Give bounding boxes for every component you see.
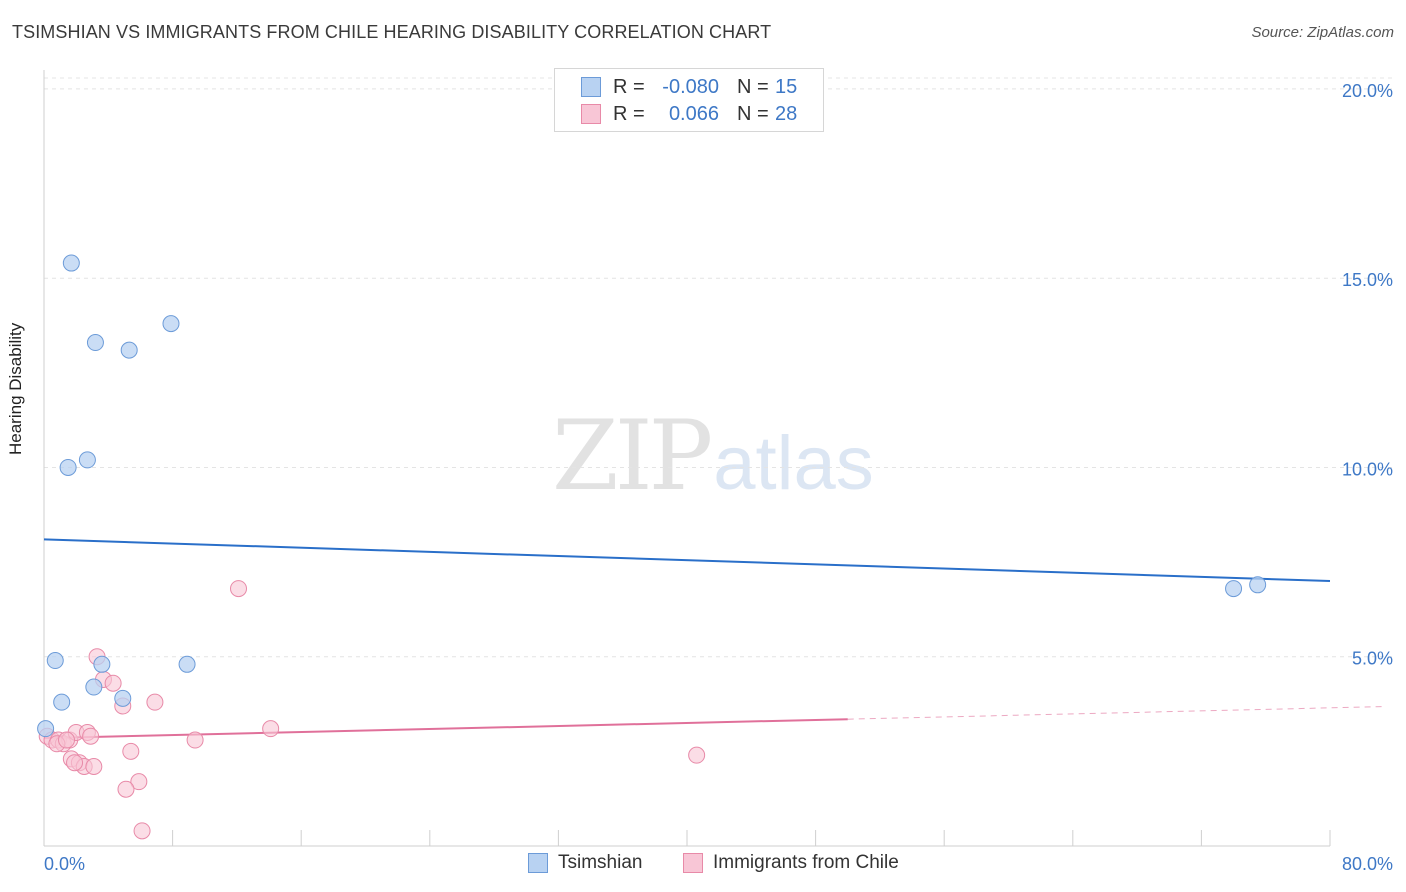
n-label: N =: [737, 102, 769, 125]
data-point-chile: [230, 580, 248, 598]
y-axis-label: Hearing Disability: [6, 322, 25, 455]
legend-item-chile: Immigrants from Chile: [683, 852, 899, 874]
data-point-chile: [130, 773, 148, 791]
y-tick-label: 15.0%: [1342, 270, 1393, 290]
data-point-tsimshian: [178, 655, 196, 673]
trend-line-chile: [43, 718, 848, 740]
stats-row-chile: R = 0.066 N = 28: [581, 102, 797, 126]
data-point-chile: [186, 731, 204, 749]
chile-legend-swatch: [683, 853, 703, 873]
y-tick-label: 10.0%: [1342, 459, 1393, 479]
data-point-tsimshian: [114, 689, 132, 707]
data-point-tsimshian: [46, 652, 64, 670]
data-point-tsimshian: [53, 693, 71, 711]
trend-line-tsimshian: [43, 538, 1331, 583]
chart-title: TSIMSHIAN VS IMMIGRANTS FROM CHILE HEARI…: [12, 22, 772, 42]
y-tick-label: 5.0%: [1352, 649, 1393, 669]
chile-swatch: [581, 104, 601, 124]
data-point-chile: [104, 674, 122, 692]
data-point-tsimshian: [59, 458, 77, 476]
n-value: 15: [775, 75, 798, 98]
data-point-tsimshian: [37, 720, 55, 738]
data-point-chile: [122, 742, 140, 760]
y-tick-label: 20.0%: [1342, 81, 1393, 101]
data-point-tsimshian: [120, 341, 138, 359]
data-point-chile: [146, 693, 164, 711]
legend-item-tsimshian: Tsimshian: [528, 852, 642, 874]
data-point-chile: [82, 727, 100, 745]
legend-label-chile: Immigrants from Chile: [713, 852, 899, 873]
x-tick-label-min: 0.0%: [44, 854, 85, 874]
data-point-chile: [58, 731, 76, 749]
legend-label-tsimshian: Tsimshian: [558, 852, 643, 873]
r-value: 0.066: [668, 102, 719, 125]
r-label: R =: [613, 102, 645, 125]
watermark-atlas: atlas: [713, 421, 874, 506]
source-label: Source: ZipAtlas.com: [1251, 24, 1394, 41]
tsimshian-swatch: [581, 77, 601, 97]
data-point-tsimshian: [78, 451, 96, 469]
r-label: R =: [613, 75, 645, 98]
x-tick-label-max: 80.0%: [1342, 854, 1393, 874]
watermark: ZIPatlas: [552, 400, 874, 512]
data-point-chile: [133, 822, 151, 840]
data-point-tsimshian: [93, 655, 111, 673]
stats-row-tsimshian: R = -0.080 N = 15: [581, 75, 797, 99]
data-point-tsimshian: [1225, 580, 1243, 598]
data-point-chile: [85, 758, 103, 776]
n-value: 28: [775, 102, 798, 125]
data-point-chile: [66, 754, 84, 772]
data-point-tsimshian: [62, 254, 80, 272]
stats-legend: R = -0.080 N = 15 R = 0.066 N = 28: [554, 68, 824, 132]
data-point-chile: [262, 720, 280, 738]
data-point-tsimshian: [85, 678, 103, 696]
data-point-tsimshian: [86, 334, 104, 352]
data-point-tsimshian: [162, 315, 180, 333]
data-point-tsimshian: [1249, 576, 1267, 594]
n-label: N =: [737, 75, 769, 98]
data-point-chile: [688, 746, 706, 764]
tsimshian-legend-swatch: [528, 853, 548, 873]
watermark-zip: ZIP: [552, 400, 713, 512]
trend-line-chile-extension: [847, 706, 1387, 720]
data-point-chile: [117, 780, 135, 798]
r-value: -0.080: [662, 75, 719, 98]
